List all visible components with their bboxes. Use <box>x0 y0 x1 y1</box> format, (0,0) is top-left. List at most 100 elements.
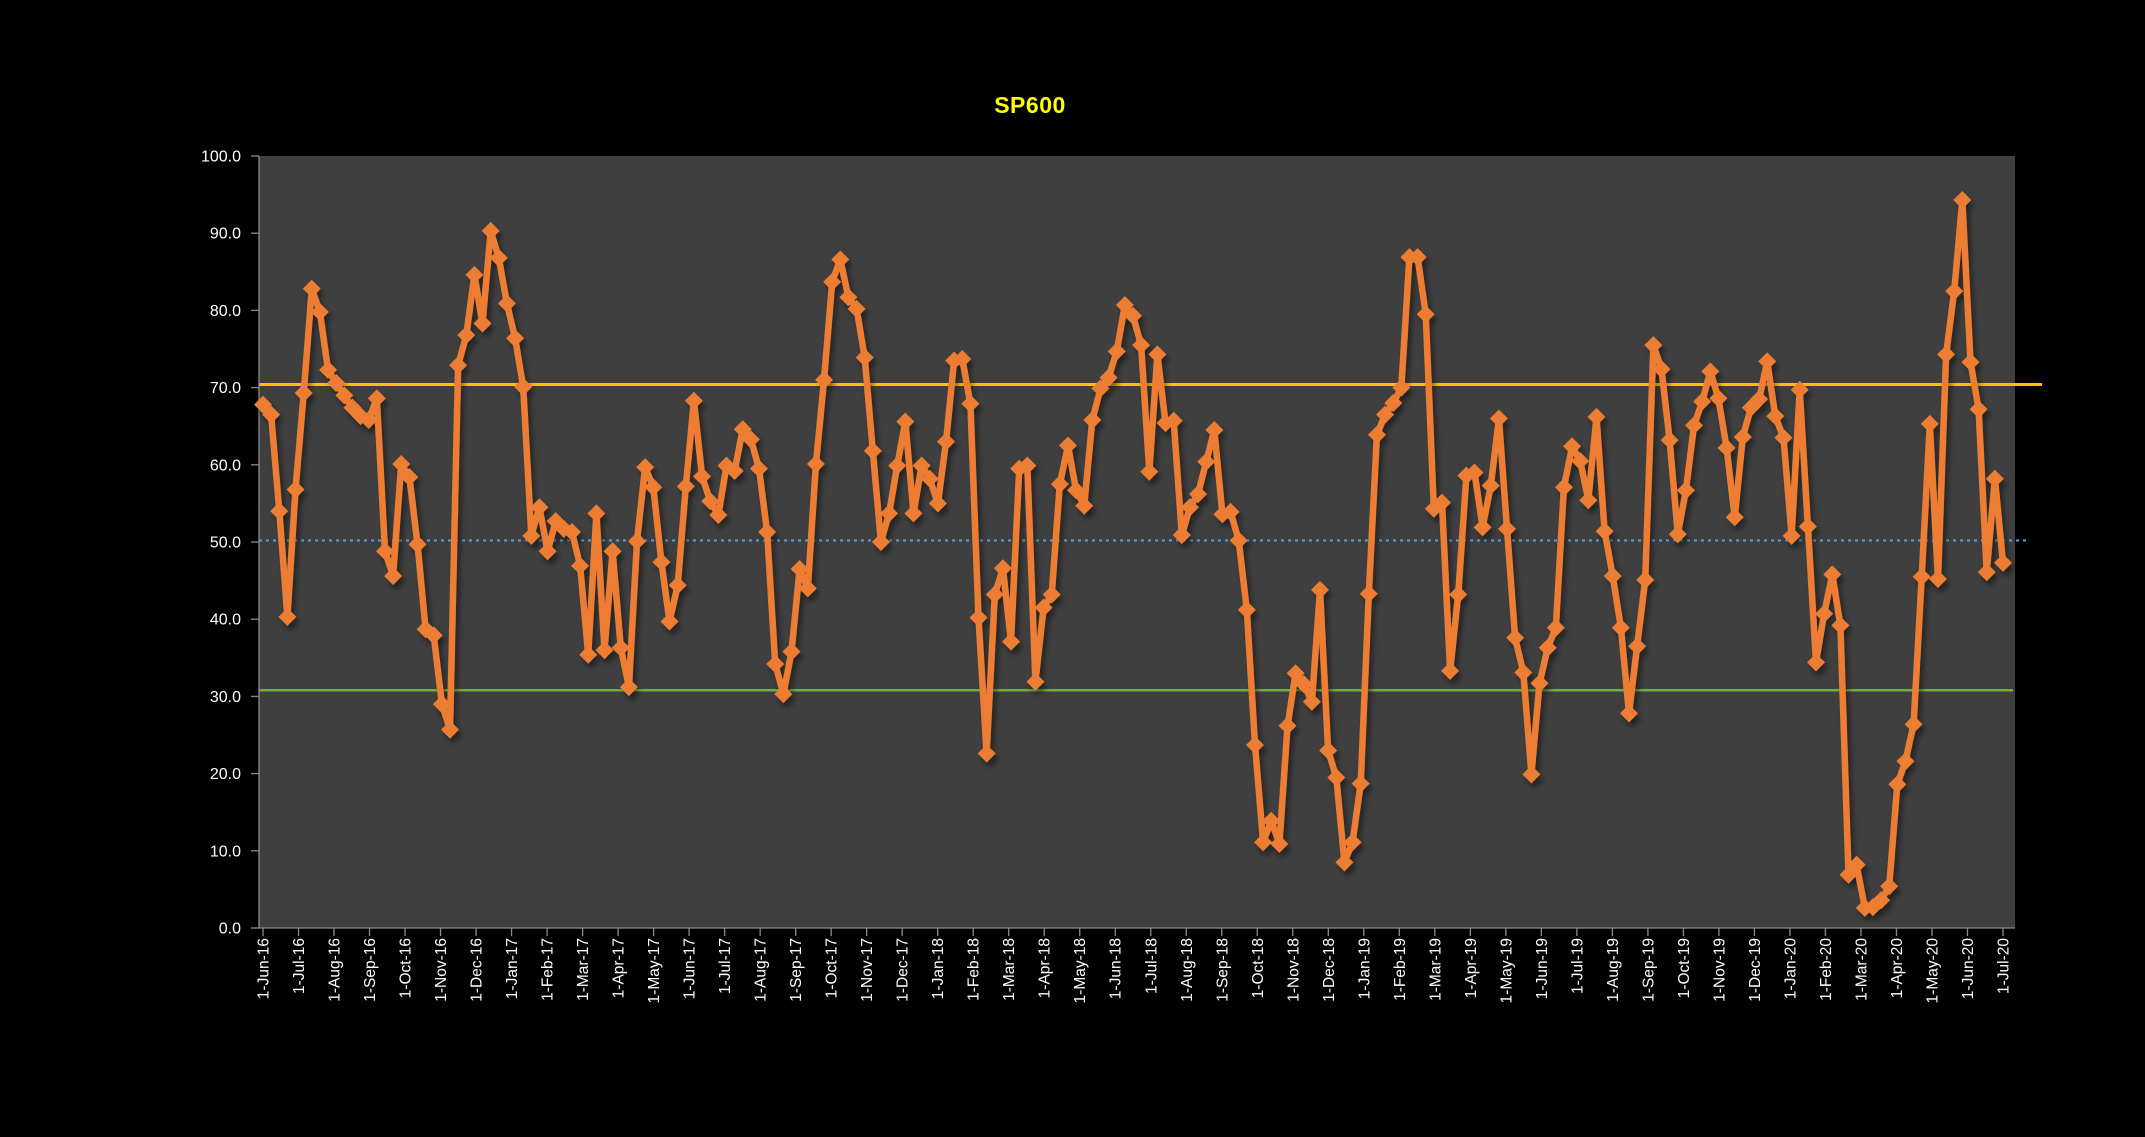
data-point-marker <box>587 504 606 523</box>
data-point-marker <box>969 608 988 627</box>
data-point-marker <box>790 560 809 579</box>
data-point-marker <box>1302 692 1321 711</box>
x-axis-label: 1-Apr-17 <box>611 938 628 998</box>
data-point-marker <box>1189 485 1208 504</box>
data-point-marker <box>1766 407 1785 426</box>
y-axis-label: 90.0 <box>210 226 241 243</box>
data-point-marker <box>644 478 663 497</box>
x-axis-label: 1-Jan-17 <box>504 938 521 999</box>
data-point-marker <box>823 272 842 291</box>
data-point-marker <box>1205 421 1224 440</box>
data-point-marker <box>1571 451 1590 470</box>
data-point-marker <box>928 494 947 513</box>
data-point-marker <box>839 288 858 307</box>
data-point-marker <box>1628 637 1647 656</box>
data-point-marker <box>1343 833 1362 852</box>
x-axis-label: 1-Mar-18 <box>1001 938 1018 1001</box>
data-point-marker <box>1319 741 1338 760</box>
x-axis-label: 1-Mar-19 <box>1427 938 1444 1001</box>
data-point-marker <box>668 576 687 595</box>
data-point-marker <box>611 638 630 657</box>
x-axis-label: 1-Aug-19 <box>1605 938 1622 1002</box>
x-axis-label: 1-Sep-19 <box>1640 938 1657 1002</box>
data-point-marker <box>603 542 622 561</box>
data-point-marker <box>782 642 801 661</box>
x-axis-label: 1-May-19 <box>1498 938 1515 1003</box>
data-point-marker <box>473 314 492 333</box>
data-point-marker <box>1774 428 1793 447</box>
data-point-marker <box>489 248 508 267</box>
data-point-marker <box>465 265 484 284</box>
data-point-marker <box>831 250 850 269</box>
data-point-marker <box>774 685 793 704</box>
data-point-marker <box>1660 431 1679 450</box>
data-point-marker <box>1701 362 1720 381</box>
data-point-marker <box>1083 411 1102 430</box>
x-axis-label: 1-Nov-17 <box>859 938 876 1002</box>
data-point-marker <box>1676 481 1695 500</box>
data-point-marker <box>1685 416 1704 435</box>
data-point-marker <box>1611 618 1630 637</box>
y-axis-label: 40.0 <box>210 612 241 629</box>
data-point-marker <box>1237 600 1256 619</box>
x-axis-label: 1-Jul-20 <box>1996 938 2013 994</box>
data-point-marker <box>1286 664 1305 683</box>
x-axis-label: 1-Feb-18 <box>966 938 983 1001</box>
data-point-marker <box>758 522 777 541</box>
x-axis-label: 1-Nov-16 <box>433 938 450 1002</box>
data-point-marker <box>1254 833 1273 852</box>
x-axis-label: 1-Apr-19 <box>1463 938 1480 998</box>
data-point-marker <box>1099 368 1118 387</box>
x-axis-label: 1-Aug-16 <box>327 938 344 1002</box>
data-point-marker <box>1888 775 1907 794</box>
data-point-marker <box>1790 380 1809 399</box>
data-point-marker <box>628 532 647 551</box>
data-point-marker <box>1473 518 1492 537</box>
data-point-marker <box>1042 585 1061 604</box>
data-point-marker <box>993 559 1012 578</box>
data-point-marker <box>506 329 525 348</box>
data-point-marker <box>1148 345 1167 364</box>
data-point-marker <box>1180 498 1199 517</box>
data-point-marker <box>1075 496 1094 515</box>
y-axis-label: 50.0 <box>210 535 241 552</box>
data-point-marker <box>896 412 915 431</box>
x-axis-label: 1-Jun-20 <box>1960 938 1977 1000</box>
data-point-marker <box>408 535 427 554</box>
data-point-marker <box>1985 469 2004 488</box>
data-point-marker <box>1904 715 1923 734</box>
data-point-marker <box>1823 565 1842 584</box>
data-point-marker <box>254 395 272 414</box>
data-point-marker <box>530 498 549 517</box>
x-axis-label: 1-Nov-19 <box>1711 938 1728 1002</box>
data-series-SP600 <box>254 191 2012 917</box>
data-point-marker <box>1839 865 1858 884</box>
x-axis-label: 1-Jun-16 <box>256 938 273 999</box>
x-axis-label: 1-Jun-19 <box>1534 938 1551 999</box>
data-point-marker <box>1815 604 1834 623</box>
data-point-marker <box>1546 618 1565 637</box>
data-point-marker <box>579 645 598 664</box>
data-point-marker <box>1920 414 1939 433</box>
data-point-marker <box>1124 306 1142 325</box>
y-axis-label: 0.0 <box>219 921 241 938</box>
data-point-marker <box>522 526 541 545</box>
data-point-marker <box>636 458 655 477</box>
data-point-marker <box>327 373 346 392</box>
chart-title: SP600 <box>994 92 1066 118</box>
data-point-marker <box>1026 672 1045 691</box>
x-axis-label: 1-Mar-17 <box>575 938 592 1001</box>
data-point-marker <box>1351 774 1370 793</box>
y-axis-label: 60.0 <box>210 457 241 474</box>
data-point-marker <box>562 522 581 541</box>
data-point-marker <box>855 348 874 367</box>
y-axis-label: 80.0 <box>210 303 241 320</box>
data-point-marker <box>619 678 638 697</box>
data-point-marker <box>1481 476 1500 495</box>
data-point-marker <box>432 695 451 714</box>
data-point-marker <box>1058 436 1077 455</box>
data-point-marker <box>1091 379 1110 398</box>
data-point-marker <box>953 350 972 369</box>
x-axis-label: 1-Apr-18 <box>1037 938 1054 998</box>
data-point-marker <box>1432 493 1451 512</box>
